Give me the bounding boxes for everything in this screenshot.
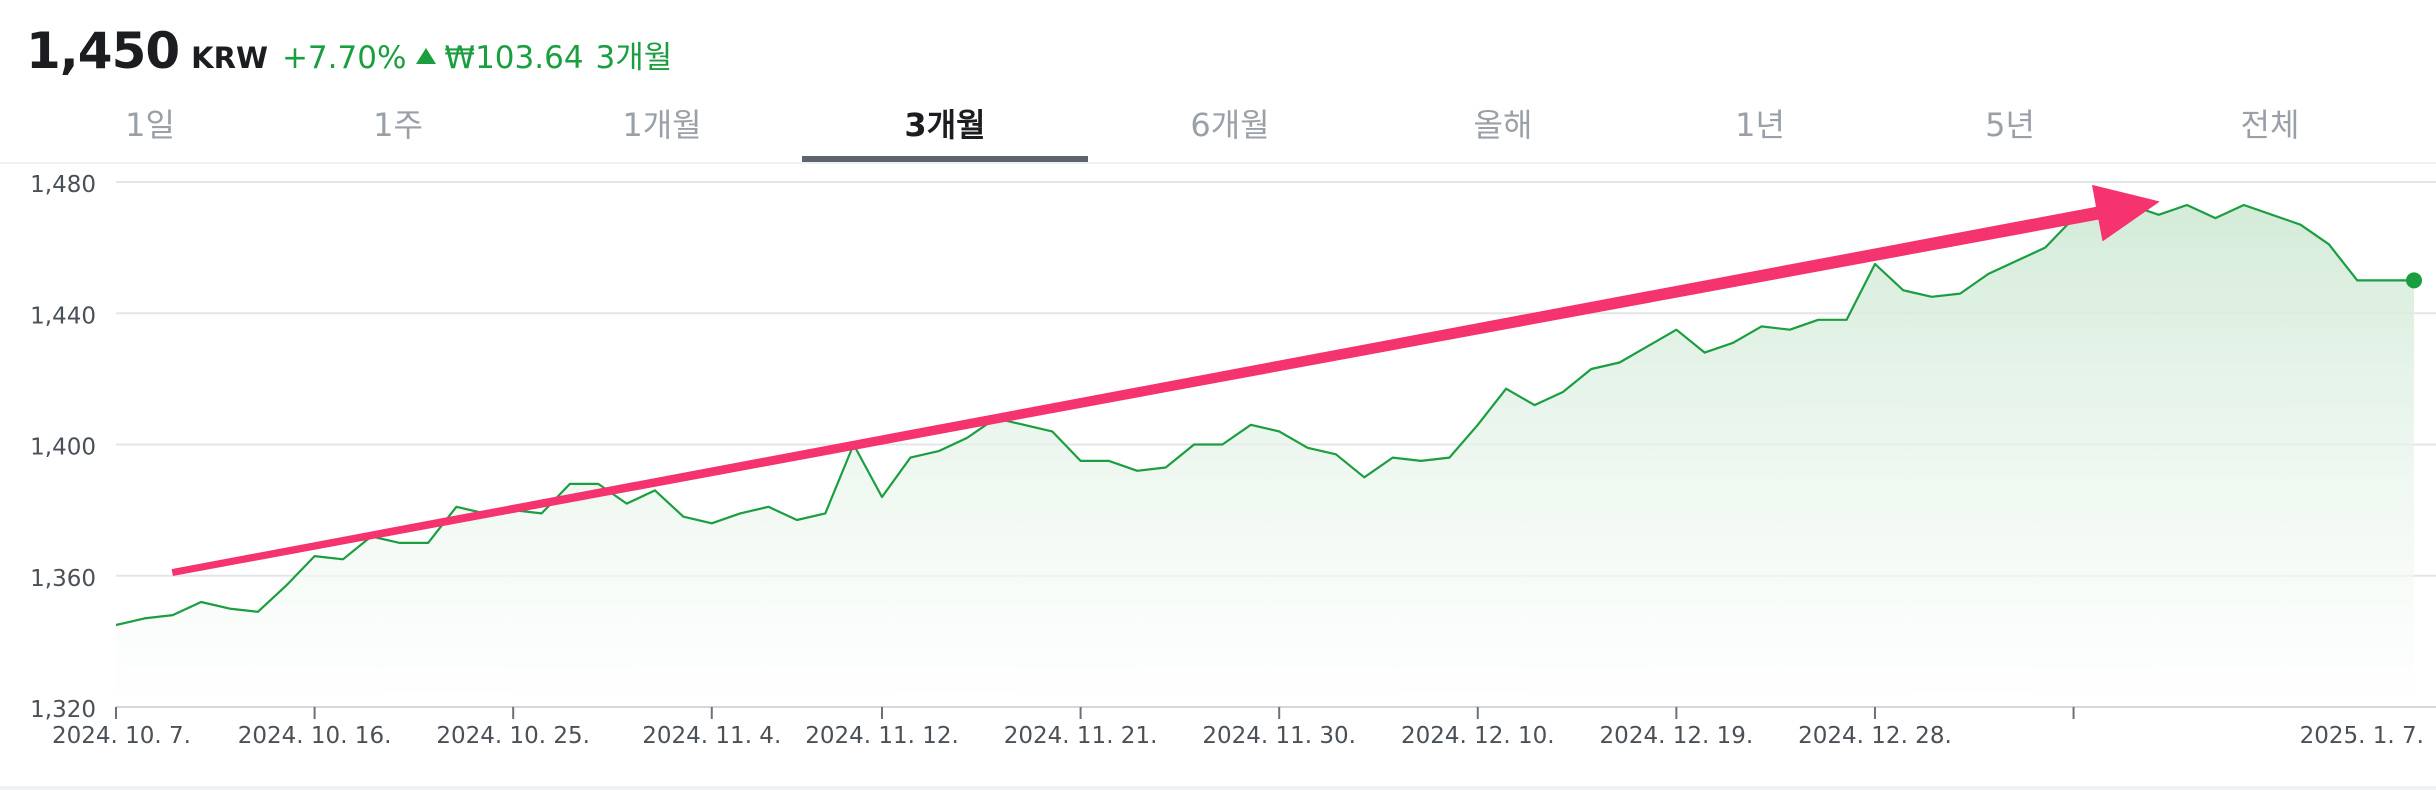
tab-7[interactable]: 1년 <box>1735 106 1785 144</box>
x-tick-label: 2024. 10. 25. <box>436 723 590 749</box>
change-period: 3개월 <box>595 40 673 76</box>
x-tick-label: 2024. 12. 19. <box>1600 723 1754 749</box>
change-amount: ₩103.64 <box>444 40 584 76</box>
price-header: 1,450 KRW +7.70% ₩103.64 3개월 <box>26 22 672 82</box>
tab-3[interactable]: 1개월 <box>622 106 702 144</box>
tab-2[interactable]: 1주 <box>373 106 423 144</box>
y-tick-label: 1,400 <box>30 435 96 461</box>
x-tick-label: 2024. 10. 16. <box>238 723 392 749</box>
y-tick-label: 1,360 <box>30 566 96 592</box>
y-tick-label: 1,480 <box>30 172 96 198</box>
tab-8[interactable]: 5년 <box>1985 106 2035 144</box>
triangle-up-icon <box>416 48 437 64</box>
current-price: 1,450 <box>26 22 180 80</box>
x-tick-label: 2024. 11. 21. <box>1004 723 1158 749</box>
x-tick-label: 2024. 11. 30. <box>1202 723 1356 749</box>
tab-5[interactable]: 6개월 <box>1190 106 1270 144</box>
last-point-marker <box>2406 272 2422 289</box>
y-tick-label: 1,320 <box>30 697 96 723</box>
bottom-divider <box>0 786 2436 790</box>
tab-4[interactable]: 3개월 <box>802 86 1088 162</box>
x-tick-label: 2024. 12. 28. <box>1798 723 1952 749</box>
x-tick-label: 2024. 12. 10. <box>1401 723 1555 749</box>
tab-1[interactable]: 1일 <box>125 106 175 144</box>
tab-9[interactable]: 전체 <box>2240 106 2300 144</box>
x-tick-label: 2024. 11. 4. <box>642 723 781 749</box>
x-tick-label: 2024. 10. 7. <box>52 723 191 749</box>
y-tick-label: 1,440 <box>30 303 96 329</box>
period-tabs: 1일 1주 1개월 3개월 6개월 올해 1년 5년 전체 <box>0 86 2436 164</box>
exchange-rate-chart: 1,320 1,360 1,400 1,440 1,480 2024. 10. 7. 202… <box>30 172 2436 749</box>
trend-arrow <box>171 185 2160 576</box>
tab-6[interactable]: 올해 <box>1473 106 1533 144</box>
change-percent: +7.70% <box>281 40 407 76</box>
x-tick-label: 2024. 11. 12. <box>805 723 959 749</box>
currency-code: KRW <box>191 41 268 75</box>
area-fill <box>116 205 2414 707</box>
x-tick-label: 2025. 1. 7. <box>2300 723 2424 749</box>
